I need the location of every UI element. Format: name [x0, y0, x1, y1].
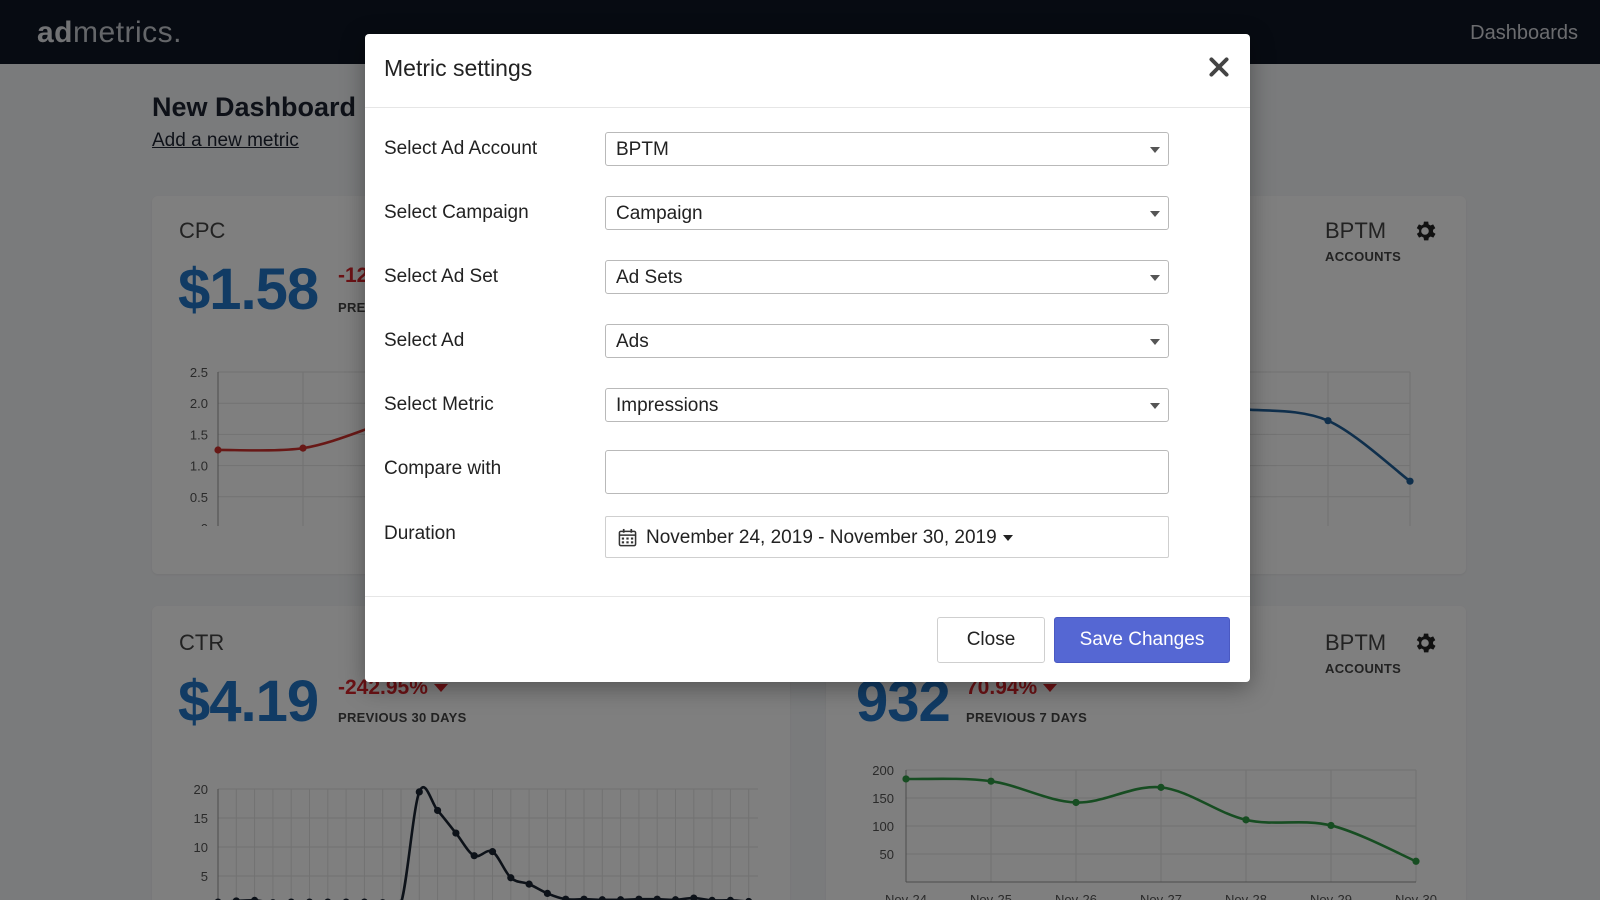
campaign-label: Select Campaign — [384, 202, 529, 223]
ad-account-select[interactable]: BPTM — [605, 132, 1169, 166]
duration-picker[interactable]: November 24, 2019 - November 30, 2019 — [605, 516, 1169, 558]
calendar-icon — [618, 528, 637, 547]
close-button[interactable]: Close — [937, 617, 1045, 663]
caret-down-icon — [1002, 534, 1013, 541]
compare-label: Compare with — [384, 458, 502, 479]
ad-label: Select Ad — [384, 330, 465, 351]
caret-down-icon — [1150, 275, 1160, 281]
caret-down-icon — [1150, 403, 1160, 409]
ad-set-select[interactable]: Ad Sets — [605, 260, 1169, 294]
duration-label: Duration — [384, 523, 456, 544]
metric-value: Impressions — [616, 395, 719, 416]
ad-set-label: Select Ad Set — [384, 266, 499, 287]
modal-title: Metric settings — [384, 55, 533, 81]
close-icon[interactable] — [1206, 54, 1232, 80]
caret-down-icon — [1150, 147, 1160, 153]
duration-range: November 24, 2019 - November 30, 2019 — [646, 527, 1013, 549]
modal-footer-divider — [365, 596, 1250, 597]
ad-account-value: BPTM — [616, 139, 669, 160]
ad-value: Ads — [616, 331, 649, 352]
campaign-value: Campaign — [616, 203, 703, 224]
ad-select[interactable]: Ads — [605, 324, 1169, 358]
caret-down-icon — [1150, 211, 1160, 217]
metric-select[interactable]: Impressions — [605, 388, 1169, 422]
ad-set-value: Ad Sets — [616, 267, 683, 288]
save-changes-button[interactable]: Save Changes — [1054, 617, 1230, 663]
metric-label: Select Metric — [384, 394, 494, 415]
modal-header: Metric settings — [365, 34, 1250, 108]
campaign-select[interactable]: Campaign — [605, 196, 1169, 230]
metric-settings-modal: Metric settings Select Ad Account BPTM S… — [365, 34, 1250, 682]
caret-down-icon — [1150, 339, 1160, 345]
compare-input[interactable] — [605, 450, 1169, 494]
duration-value: November 24, 2019 - November 30, 2019 — [646, 527, 997, 548]
ad-account-label: Select Ad Account — [384, 138, 538, 159]
